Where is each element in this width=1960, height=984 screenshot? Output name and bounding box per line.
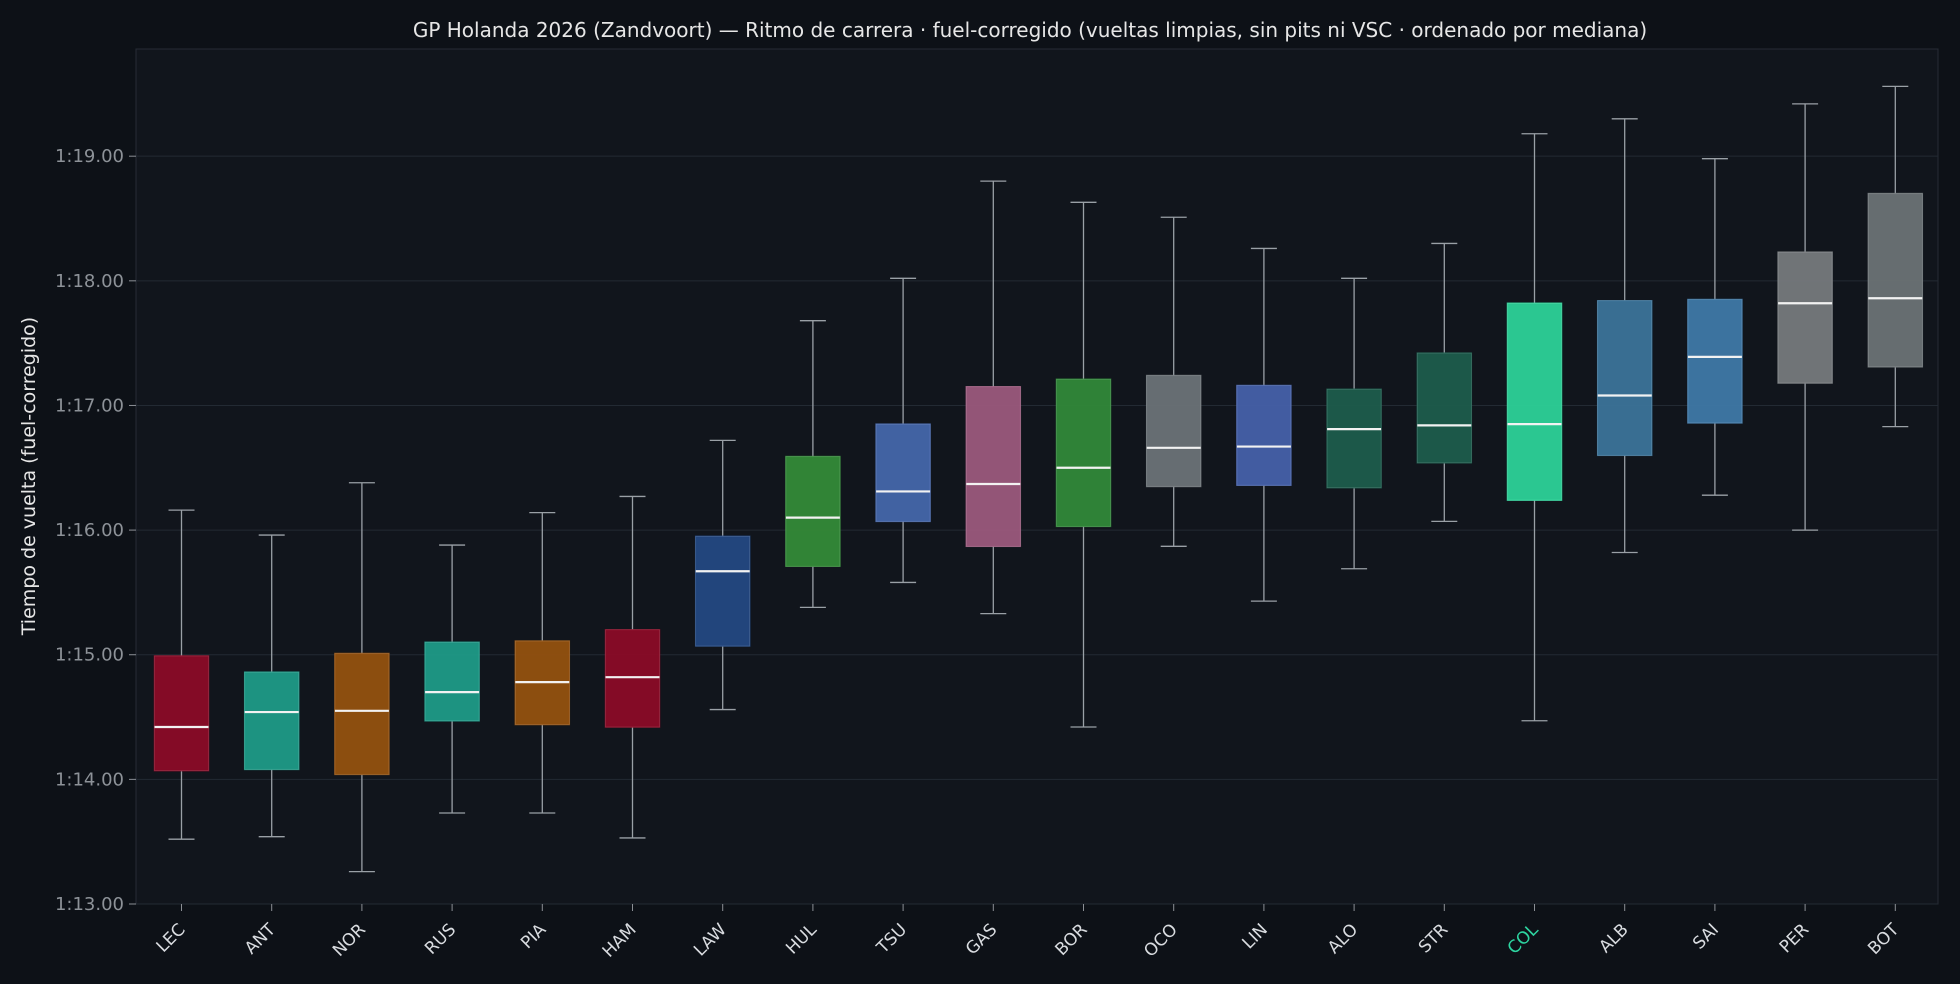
plot-area [135,48,1939,905]
box-outline [1597,300,1652,456]
box-outline [244,671,299,770]
box-oco [1145,216,1202,547]
box-pia [514,511,571,814]
box-iqr [1506,302,1563,501]
box-lec [153,509,210,840]
box-outline [1056,378,1111,527]
chart-title: GP Holanda 2026 (Zandvoort) — Ritmo de c… [413,18,1647,42]
box-outline [1236,385,1292,486]
box-col [1506,133,1563,722]
y-tick-label: 1:19.00 [55,146,124,167]
box-alo [1326,277,1382,570]
box-outline [1146,375,1201,487]
box-alb [1596,118,1653,554]
box-rus [424,544,480,814]
box-outline [1507,302,1562,501]
box-outline [785,456,841,567]
box-ham [604,495,661,839]
box-outline [965,386,1021,547]
box-law [694,439,751,711]
y-tick-label: 1:18.00 [55,271,124,292]
box-iqr [243,671,300,771]
box-bor [1055,201,1112,728]
box-iqr [1236,384,1292,486]
box-iqr [1055,378,1112,528]
box-gas [965,180,1022,615]
box-per [1777,103,1833,531]
box-outline [1326,388,1382,489]
y-tick-label: 1:14.00 [55,769,124,790]
box-sai [1687,158,1743,496]
box-iqr [1867,192,1924,368]
box-outline [1687,299,1743,424]
box-iqr [334,652,390,776]
box-bot [1867,85,1924,428]
box-outline [154,655,209,771]
box-outline [1777,251,1833,384]
box-outline [1417,352,1472,464]
y-axis-label: Tiempo de vuelta (fuel-corregido) [18,317,40,636]
box-outline [605,629,660,728]
box-hul [785,320,841,609]
box-lin [1236,247,1292,602]
box-str [1416,242,1473,523]
box-ant [243,534,300,838]
box-iqr [785,455,841,567]
y-tick-label: 1:16.00 [55,520,124,541]
box-iqr [1326,388,1382,489]
boxes-layer [153,85,1924,873]
box-iqr [153,655,210,772]
y-tick-label: 1:17.00 [55,395,124,416]
y-tick-label: 1:13.00 [55,894,124,915]
box-iqr [424,641,480,722]
box-iqr [694,535,751,647]
box-outline [695,536,751,647]
box-iqr [1777,251,1833,384]
box-outline [1868,193,1923,368]
box-iqr [1596,300,1653,457]
box-tsu [875,277,931,584]
box-nor [334,482,390,873]
box-iqr [604,629,661,728]
box-iqr [1687,298,1743,424]
box-iqr [965,386,1022,548]
y-tick-label: 1:15.00 [55,645,124,666]
box-iqr [875,423,931,523]
box-iqr [1145,374,1202,488]
box-outline [334,653,390,775]
box-outline [424,641,480,722]
box-iqr [1416,352,1473,464]
box-outline [875,423,931,522]
